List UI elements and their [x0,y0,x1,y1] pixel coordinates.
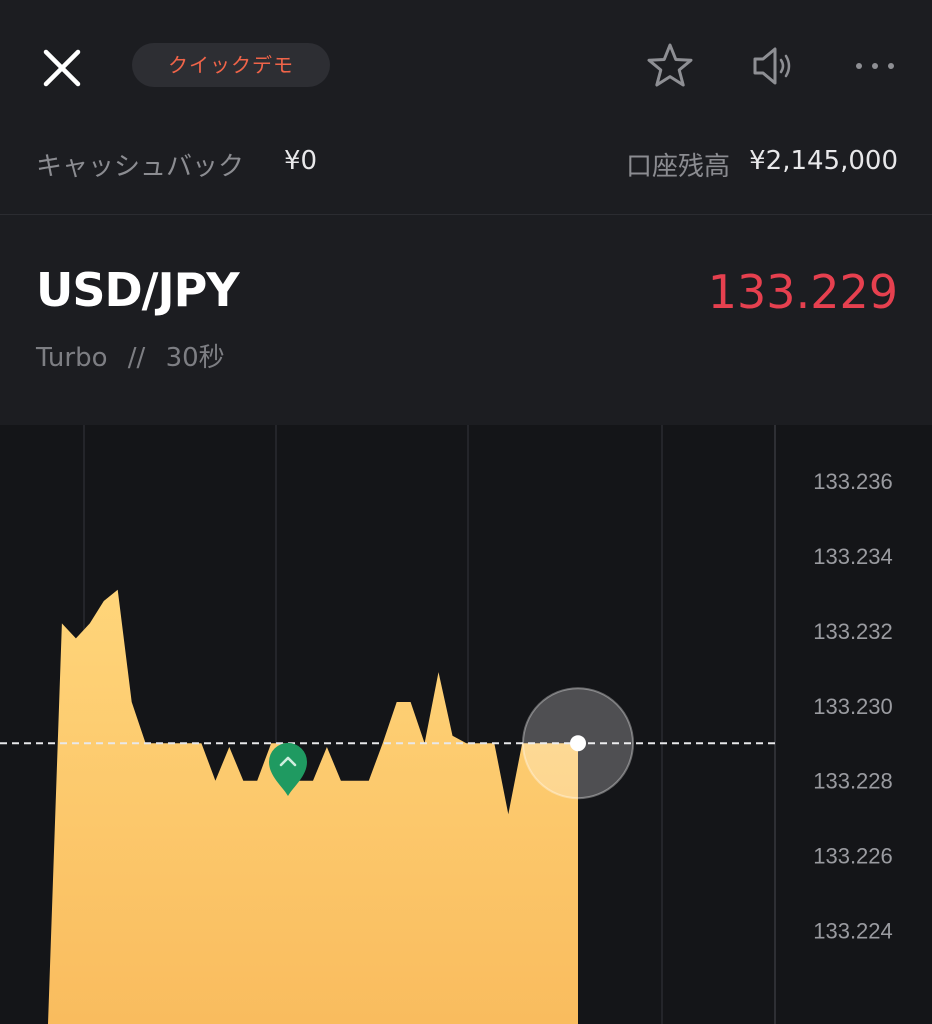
currency-pair[interactable]: USD/JPY [36,263,240,317]
instrument-header: USD/JPY Turbo // 30秒 133.229 [0,215,932,425]
more-icon [856,63,894,69]
y-tick-label: 133.230 [813,694,893,719]
balance-value: ¥2,145,000 [749,146,898,176]
y-tick-label: 133.224 [813,918,893,943]
trade-mode: Turbo // 30秒 [36,337,225,374]
account-summary: キャッシュバック ¥0 口座残高 ¥2,145,000 [0,130,932,215]
y-tick-label: 133.232 [813,619,893,644]
more-button[interactable] [850,40,902,92]
chevron-up-icon [279,756,297,767]
mode-label: Turbo [36,343,108,373]
chart-canvas[interactable]: 133.236 133.234 133.232 133.230 133.228 133.2… [0,425,932,1024]
sound-button[interactable] [746,40,798,92]
current-price: 133.229 [707,265,898,319]
speaker-icon [753,47,791,85]
close-button[interactable] [38,44,86,92]
balance-label: 口座残高 [626,152,731,182]
price-chart[interactable]: 133.236 133.234 133.232 133.230 133.228 133.2… [0,425,932,1024]
y-tick-label: 133.226 [813,844,893,869]
close-icon [43,49,81,87]
price-point [570,735,586,752]
quick-demo-badge[interactable]: クイックデモ [132,43,330,87]
entry-marker[interactable] [268,742,307,796]
y-tick-label: 133.236 [813,469,893,494]
top-bar: クイックデモ [0,0,932,130]
favorite-button[interactable] [644,40,696,92]
cashback-label: キャッシュバック [36,152,245,182]
y-tick-label: 133.228 [813,769,893,794]
mode-separator: // [127,343,146,373]
cashback-value: ¥0 [284,146,318,176]
duration-label: 30秒 [165,343,225,373]
y-tick-label: 133.234 [813,544,893,569]
price-area [48,589,578,1024]
star-icon [647,43,693,87]
